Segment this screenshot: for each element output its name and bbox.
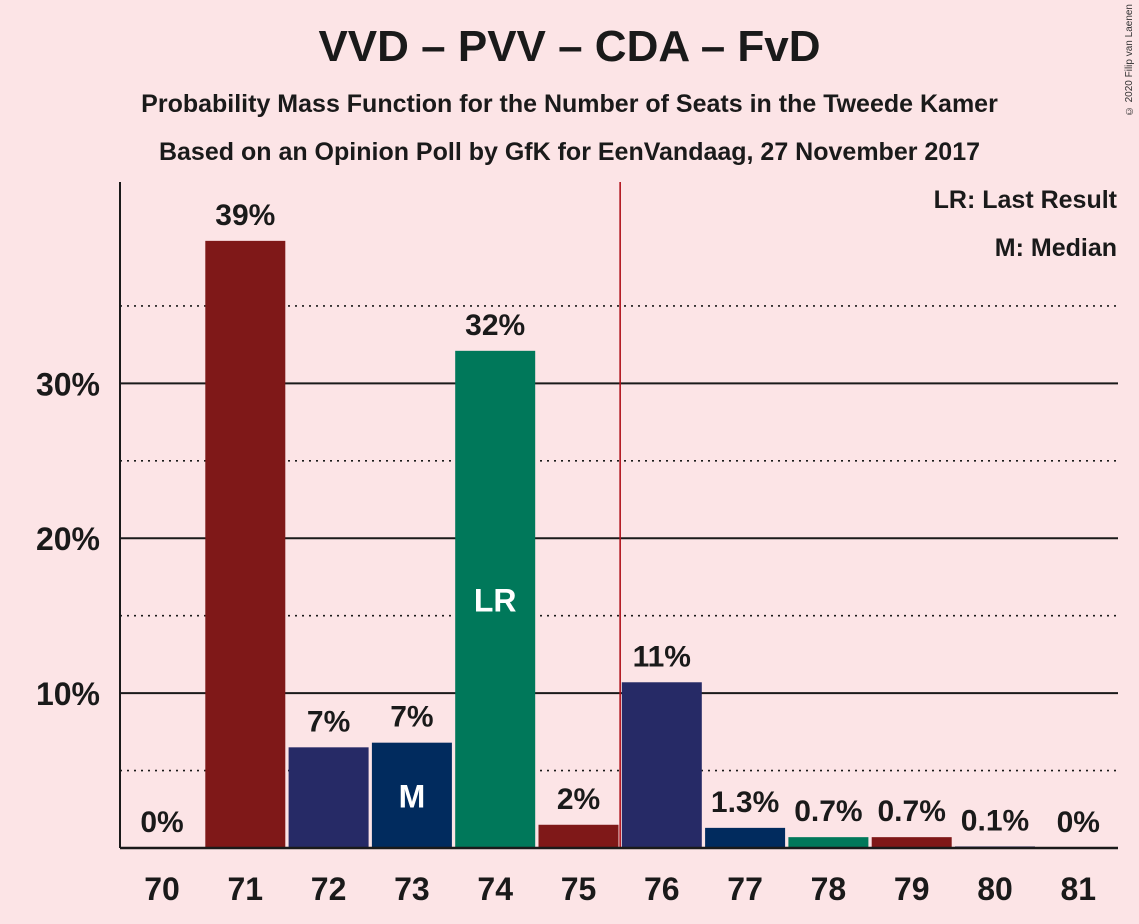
x-tick-label: 74 bbox=[477, 871, 513, 907]
value-label-78: 0.7% bbox=[794, 795, 862, 828]
x-tick-label: 81 bbox=[1061, 871, 1097, 907]
x-tick-label: 76 bbox=[644, 871, 680, 907]
chart-subtitle-2: Based on an Opinion Poll by GfK for EenV… bbox=[158, 138, 981, 166]
x-tick-label: 70 bbox=[144, 871, 180, 907]
value-label-76: 11% bbox=[633, 640, 691, 673]
bar-77 bbox=[705, 827, 786, 848]
x-tick-label: 75 bbox=[561, 871, 597, 907]
x-tick-label: 80 bbox=[977, 871, 1013, 907]
value-label-70: 0% bbox=[140, 806, 183, 839]
value-label-75: 2% bbox=[557, 783, 600, 816]
x-tick-label: 72 bbox=[311, 871, 347, 907]
bar-75 bbox=[538, 824, 619, 848]
value-label-79: 0.7% bbox=[878, 795, 946, 828]
x-tick-label: 78 bbox=[811, 871, 847, 907]
bar-74 bbox=[455, 350, 536, 848]
x-tick-label: 71 bbox=[228, 871, 264, 907]
median-marker: M bbox=[399, 778, 426, 814]
bar-72 bbox=[288, 747, 369, 848]
bar-71 bbox=[205, 240, 286, 848]
chart-subtitle: Probability Mass Function for the Number… bbox=[141, 90, 998, 118]
value-label-73: 7% bbox=[390, 701, 433, 734]
x-tick-label: 77 bbox=[727, 871, 763, 907]
bar-78 bbox=[788, 837, 869, 848]
value-label-77: 1.3% bbox=[711, 786, 779, 819]
legend-median: M: Median bbox=[994, 234, 1117, 262]
value-label-81: 0% bbox=[1057, 806, 1100, 839]
value-label-80: 0.1% bbox=[961, 804, 1029, 837]
x-tick-label: 79 bbox=[894, 871, 930, 907]
y-tick-label: 20% bbox=[36, 521, 100, 557]
bar-73 bbox=[371, 742, 452, 848]
last-result-marker: LR bbox=[474, 582, 517, 618]
bar-79 bbox=[871, 837, 952, 848]
value-label-74: 32% bbox=[465, 309, 525, 342]
y-tick-label: 10% bbox=[36, 676, 100, 712]
legend-last-result: LR: Last Result bbox=[933, 186, 1117, 214]
value-label-72: 7% bbox=[307, 705, 350, 738]
bar-76 bbox=[621, 682, 702, 848]
y-tick-label: 30% bbox=[36, 366, 100, 402]
chart-title: VVD – PVV – CDA – FvD bbox=[318, 22, 821, 71]
x-tick-label: 73 bbox=[394, 871, 430, 907]
value-label-71: 39% bbox=[215, 199, 275, 232]
